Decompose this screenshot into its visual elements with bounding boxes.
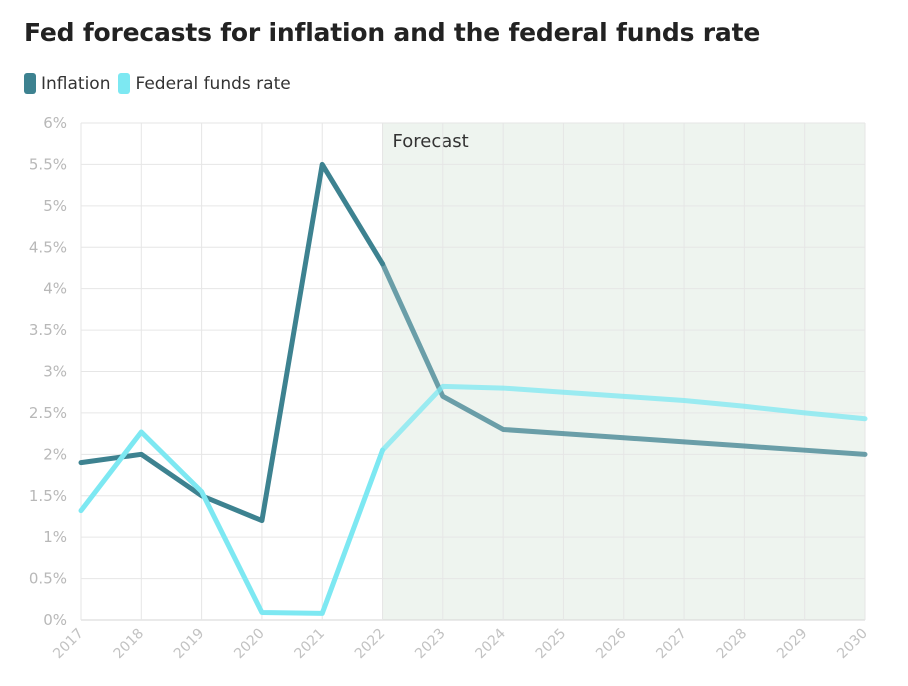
y-tick-label: 1.5% [29, 487, 67, 505]
x-tick-label: 2022 [352, 626, 389, 663]
x-tick-label: 2017 [50, 626, 87, 663]
x-tick-label: 2020 [231, 626, 268, 663]
y-tick-label: 3.5% [29, 321, 67, 339]
legend-label-federal-funds-rate: Federal funds rate [135, 73, 291, 94]
x-tick-label: 2024 [472, 625, 509, 662]
chart-title: Fed forecasts for inflation and the fede… [24, 18, 761, 47]
x-tick-label: 2026 [593, 625, 630, 662]
series-line-federal-funds-rate [78, 429, 386, 616]
y-tick-label: 4% [43, 280, 67, 298]
x-tick-label: 2030 [834, 626, 871, 663]
x-tick-label: 2029 [774, 626, 811, 663]
x-tick-label: 2027 [653, 626, 690, 663]
y-tick-label: 5.5% [29, 155, 67, 173]
y-tick-label: 5% [43, 197, 67, 215]
legend-item-inflation: Inflation [24, 73, 110, 94]
x-tick-label: 2023 [412, 626, 449, 663]
legend-label-inflation: Inflation [41, 73, 111, 94]
x-tick-label: 2025 [533, 626, 570, 663]
series-line-inflation [78, 161, 386, 524]
legend-swatch-federal-funds-rate [118, 73, 131, 94]
series-line-forecast-federal-funds-rate [380, 383, 868, 453]
forecast-label: Forecast [393, 131, 469, 152]
y-tick-label: 3% [43, 363, 67, 381]
x-tick-label: 2019 [171, 626, 208, 663]
y-tick-label: 0.5% [29, 570, 67, 588]
legend-item-federal-funds-rate: Federal funds rate [118, 73, 291, 94]
y-tick-label: 4.5% [29, 238, 67, 256]
y-tick-label: 1% [43, 528, 67, 546]
y-tick-label: 2.5% [29, 404, 67, 422]
x-tick-label: 2021 [292, 626, 329, 663]
x-tick-label: 2018 [111, 626, 148, 663]
x-tick-label: 2028 [714, 626, 751, 663]
legend-swatch-inflation [24, 73, 36, 94]
series-line-forecast-inflation [380, 261, 868, 457]
legend: Inflation Federal funds rate [24, 73, 299, 94]
y-tick-label: 0% [43, 611, 67, 629]
y-tick-label: 6% [43, 114, 67, 132]
y-tick-label: 2% [43, 445, 67, 463]
